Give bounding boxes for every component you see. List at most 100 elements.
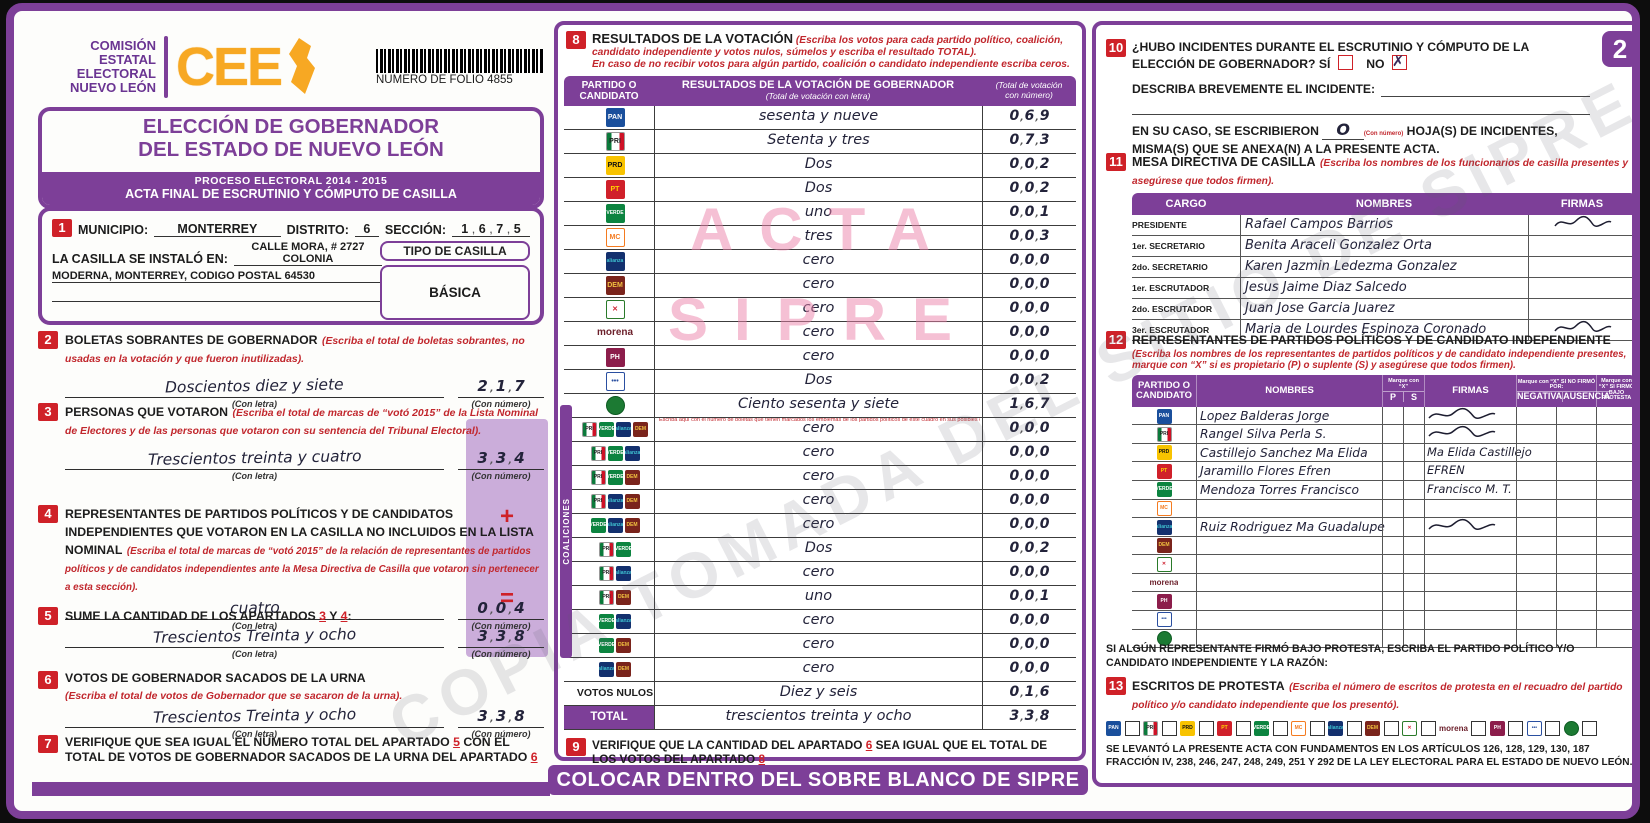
section-11-title: MESA DIRECTIVA DE CASILLA [1132, 155, 1316, 169]
vote-row-party-cell: PRIVERDE [564, 538, 654, 561]
votes-table-body: PAN sesenta y nueve 0,6,9 PRI Setenta y tres… [560, 105, 1076, 730]
section-1-casilla-info: 1 MUNICIPIO: MONTERREY DISTRITO: 6 SECCI… [38, 207, 544, 325]
section-1-number: 1 [52, 219, 72, 237]
seccion-value: 1,6,7,5 [452, 222, 530, 237]
rep-row-independiente [1132, 629, 1632, 649]
rep-party-cell: MC [1132, 500, 1196, 518]
firmas-header: FIRMAS [1560, 198, 1604, 210]
vote-numero-cell: 0,0,0 [982, 345, 1076, 369]
negativa-cell [1516, 406, 1556, 426]
prd-logo: PRD [605, 155, 625, 175]
vote-row-pan: PAN sesenta y nueve 0,6,9 [564, 105, 1076, 130]
vote-letra-cell: uno [654, 201, 982, 225]
protest-count-box-mc [1309, 721, 1325, 736]
section-12-note: (Escriba los nombres de los representant… [1132, 349, 1627, 372]
rep-firma [1424, 406, 1516, 426]
rep-party-cell: alianza [1132, 518, 1196, 537]
vote-row-morena: morena cero 0,0,0 [564, 321, 1076, 346]
section-10-incidentes: 10 ¿HUBO INCIDENTES DURANTE EL ESCRUTINI… [1106, 39, 1590, 157]
vote-row-party-cell: TOTAL [564, 705, 654, 729]
humanista-logo: PH [605, 347, 625, 367]
section-5-suma: 5 SUME LA CANTIDAD DE LOS APARTADOS 3 Y … [38, 607, 544, 659]
section-8-number: 8 [566, 31, 586, 49]
protesta-cell [1596, 425, 1632, 445]
org-line: ELECTORAL [76, 66, 156, 81]
hojas-incidentes-value: O [1322, 120, 1364, 141]
protest-count-box-pan [1124, 721, 1140, 736]
rep-nombres-header: NOMBRES [1196, 374, 1382, 407]
sum-highlight-strip: + = [466, 419, 548, 657]
protesta-cell [1596, 611, 1632, 629]
section-8-note-1: (Escriba los votos para cada partido pol… [592, 35, 1064, 59]
rep-party-cell: PAN [1132, 407, 1196, 426]
vote-numero-cell: 0,0,3 [982, 225, 1076, 249]
negativa-cell [1516, 592, 1556, 611]
section-13-number: 13 [1106, 677, 1126, 695]
vote-letra-cell: Dos [654, 537, 982, 561]
democrata-logo: DEM [616, 637, 631, 653]
left-bottom-band [32, 782, 550, 796]
vote-row-es: ••• Dos 0,0,2 [564, 369, 1076, 394]
caso-text-2: HOJA(S) DE INCIDENTES, MISMA(S) QUE SE A… [1132, 124, 1558, 156]
vote-numero-cell: 0,0,0 [982, 489, 1076, 513]
vote-row-party-cell: PRI DEM [564, 586, 654, 609]
org-name: COMISIÓN ESTATAL ELECTORAL NUEVO LEÓN [38, 38, 156, 95]
protesta-cell [1596, 443, 1632, 462]
rep-row-morena: morena [1132, 573, 1632, 593]
municipio-value: MONTERREY [154, 222, 281, 237]
rep-firmas-header: FIRMAS [1424, 374, 1516, 407]
vote-row-pri-alianza-democrata: PRIalianzaDEMcero0,0,0 [564, 489, 1076, 514]
acta-sheet: COMISIÓN ESTATAL ELECTORAL NUEVO LEÓN CE… [6, 3, 1640, 819]
vote-row-party-cell: VERDEalianzaDEM [564, 514, 654, 537]
municipio-label: MUNICIPIO: [78, 223, 149, 237]
section-7-number: 7 [38, 735, 58, 753]
con-numero-tiny: (Con número) [1363, 131, 1404, 138]
vote-letra-cell: cero [654, 465, 982, 489]
section-9-number: 9 [566, 737, 586, 756]
mc-logo: MC [605, 227, 625, 247]
section-3-title: PERSONAS QUE VOTARON [65, 405, 229, 419]
section-9-text-2: SEA IGUAL QUE EL TOTAL DE LOS VOTOS DEL … [592, 737, 1048, 767]
no-checkbox: ✗ [1391, 52, 1407, 71]
section-11-mesa-directiva: 11 MESA DIRECTIVA DE CASILLA (Escriba lo… [1106, 153, 1632, 341]
rep-party-cell: ••• [1132, 611, 1196, 629]
vote-row-party-cell [564, 394, 654, 417]
protesta-cell [1596, 480, 1632, 499]
vote-row-party-cell: PRIVERDEDEM [564, 466, 654, 489]
rep-row-humanista: PH [1132, 592, 1632, 612]
pri-logo: PRI [605, 131, 625, 151]
protesta-cell [1596, 462, 1632, 481]
vote-numero-cell: 0,0,2 [982, 537, 1076, 561]
alianza-logo: alianza [607, 493, 623, 509]
alianza-logo: alianza [624, 445, 640, 461]
pt-logo: PT [1156, 463, 1172, 479]
democrata-logo: DEM [1365, 721, 1380, 736]
section-9-ref-8: 8 [758, 752, 766, 767]
nombres-header: NOMBRES [1355, 198, 1413, 210]
pri-logo: PRI [599, 541, 614, 557]
section-8-header: 8 RESULTADOS DE LA VOTACIÓN (Escriba los… [558, 25, 1082, 74]
funcionario-nombre: Juan Jose Garcia Juarez [1240, 299, 1528, 319]
vote-numero-cell: 0,0,0 [982, 273, 1076, 297]
process-label: PROCESO ELECTORAL 2014 - 2015 [194, 175, 388, 187]
negativa-cell [1516, 555, 1556, 573]
mesa-row-1er-secretario: 1er. SECRETARIO Benita Araceli Gonzalez O… [1132, 236, 1632, 257]
alianza-logo: alianza [605, 251, 625, 271]
negativa-cell [1516, 611, 1556, 629]
vote-row-cruzada: ✕ cero 0,0,0 [564, 297, 1076, 322]
section-2-numero-value: 2,1,7 [458, 377, 544, 398]
protest-count-box-es [1545, 721, 1561, 736]
vote-letra-cell: tres [654, 225, 982, 249]
section-3-number: 3 [38, 403, 58, 421]
funcionario-nombre: Karen Jazmin Ledezma Gonzalez [1240, 257, 1528, 277]
alianza-logo: alianza [616, 613, 631, 629]
folio-block: NUMERO DE FOLIO 4855 [376, 48, 544, 86]
suplente-cell [1403, 480, 1424, 499]
vote-row-independiente: Ciento sesenta y siete 1,6,7 [564, 393, 1076, 418]
vote-row-party-cell: MC [564, 226, 654, 249]
propietario-cell [1382, 518, 1403, 538]
section-4-note: (Escriba el total de marcas de “votó 201… [65, 546, 539, 593]
vote-row-party-cell: PRI [564, 130, 654, 153]
section-6-votos-urna: 6 VOTOS DE GOBERNADOR SACADOS DE LA URNA… [38, 671, 544, 739]
